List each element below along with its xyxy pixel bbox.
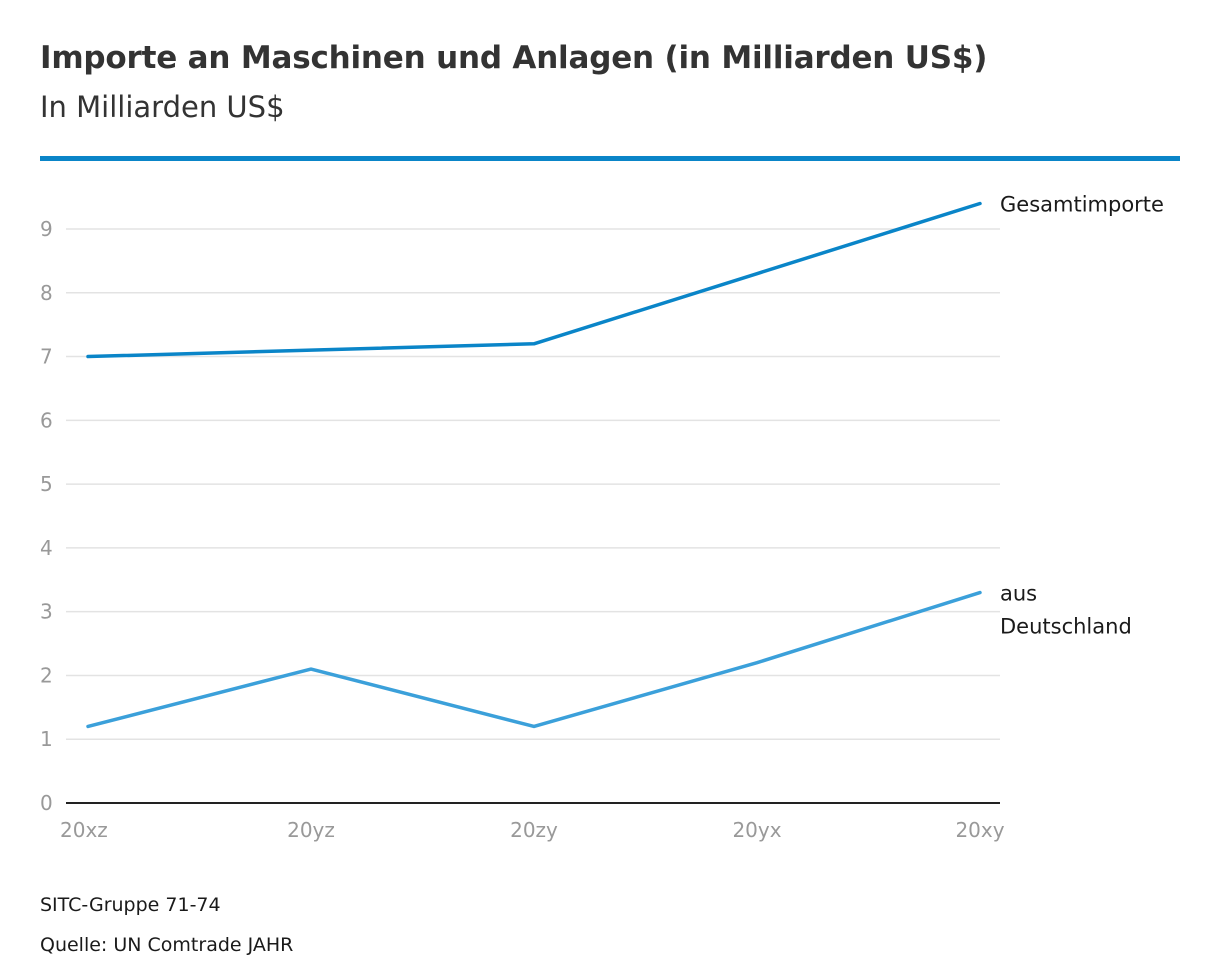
x-tick-label: 20xy — [955, 818, 1004, 842]
source-note: Quelle: UN Comtrade JAHR — [40, 934, 294, 956]
y-tick-label: 5 — [40, 472, 53, 496]
series-lines — [86, 201, 982, 729]
y-tick-label: 3 — [40, 600, 53, 624]
gridlines — [66, 228, 1000, 804]
y-tick-label: 6 — [40, 408, 53, 432]
y-tick-label: 8 — [40, 281, 53, 305]
series-label-2: aus Deutschland — [1000, 582, 1132, 639]
series-label-line: Deutschland — [1000, 615, 1132, 639]
series-labels: Gesamtimporte aus Deutschland — [1000, 192, 1164, 638]
series-label-line: aus — [1000, 582, 1037, 606]
y-tick-label: 1 — [40, 727, 53, 751]
chart-title: Importe an Maschinen und Anlagen (in Mil… — [40, 40, 988, 76]
y-tick-label: 9 — [40, 217, 53, 241]
x-tick-label: 20yz — [287, 818, 335, 842]
x-tick-label: 20yx — [732, 818, 781, 842]
x-tick-label: 20xz — [60, 818, 108, 842]
series-line-2 — [86, 590, 982, 729]
y-axis-ticks: 0 1 2 3 4 5 6 7 8 9 — [40, 217, 53, 815]
y-tick-label: 2 — [40, 663, 53, 687]
x-axis-ticks: 20xz 20yz 20zy 20yx 20xy — [60, 818, 1005, 842]
x-tick-label: 20zy — [510, 818, 558, 842]
footnote: SITC-Gruppe 71-74 — [40, 894, 221, 916]
header-rule — [40, 156, 1180, 161]
y-tick-label: 4 — [40, 536, 53, 560]
series-label-1: Gesamtimporte — [1000, 192, 1164, 216]
series-line-1 — [86, 201, 982, 359]
y-tick-label: 7 — [40, 345, 53, 369]
series-label-line: Gesamtimporte — [1000, 192, 1164, 216]
chart-subtitle: In Milliarden US$ — [40, 90, 285, 124]
y-tick-label: 0 — [40, 791, 53, 815]
